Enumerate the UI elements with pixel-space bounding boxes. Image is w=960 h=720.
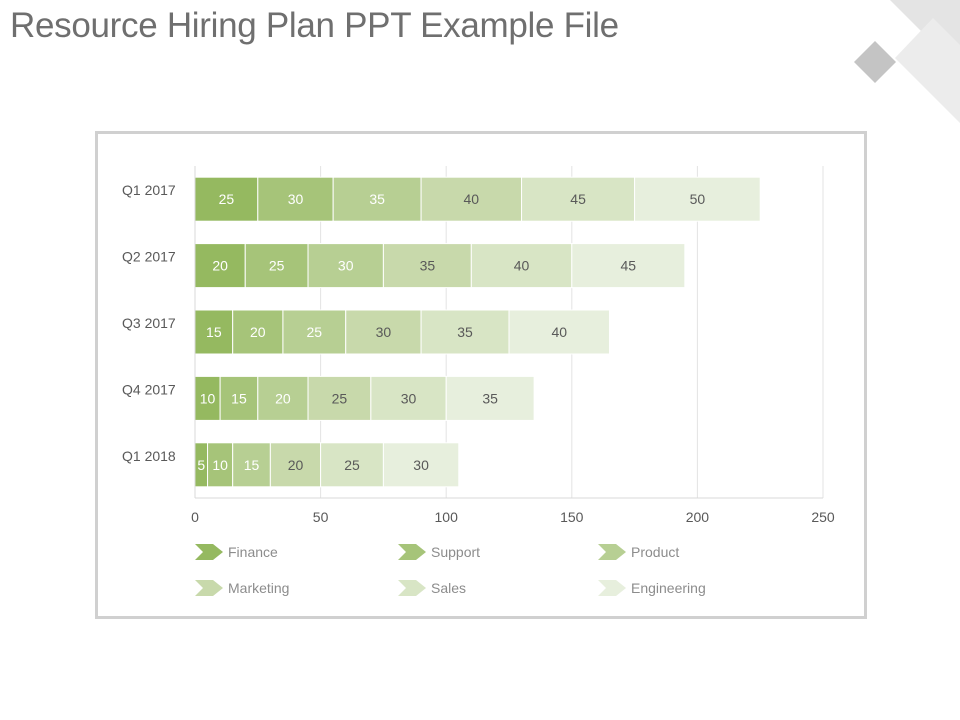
bar-value-label: 35 xyxy=(420,258,436,274)
bar-value-label: 30 xyxy=(288,191,304,207)
legend-arrow-icon xyxy=(398,580,426,596)
bar-value-label: 10 xyxy=(212,457,228,473)
bar-value-label: 30 xyxy=(413,457,429,473)
bar-segment xyxy=(571,243,686,289)
bar-segment xyxy=(232,309,284,355)
bar-value-label: 25 xyxy=(269,258,285,274)
bar-segment xyxy=(345,309,422,355)
bar-segment xyxy=(370,375,447,421)
bars: 25 30 35 40 45 50 20 25 30 35 40 45 15 20 25 30 35 40 10 15… xyxy=(194,176,761,488)
bar-value-label: 25 xyxy=(219,191,235,207)
legend: Finance Support Product Marketing Sales Engin… xyxy=(195,544,706,596)
bar-value-label: 45 xyxy=(570,191,586,207)
bar-segment xyxy=(382,243,472,289)
corner-large-diamond-shape xyxy=(895,18,960,123)
legend-arrow-icon xyxy=(398,544,426,560)
axes: 0 50 100 150 200 250 Q1 2017 Q2 2017 Q3 2017 Q4 2… xyxy=(122,166,835,525)
bar-value-label: 10 xyxy=(200,390,216,406)
legend-label: Engineering xyxy=(631,580,706,596)
category-label: Q3 2017 xyxy=(122,315,176,331)
bar-value-label: 35 xyxy=(457,324,473,340)
category-label: Q4 2017 xyxy=(122,381,176,397)
x-tick-label: 0 xyxy=(191,509,199,525)
corner-small-diamond-shape xyxy=(854,41,896,83)
bar-value-label: 35 xyxy=(369,191,385,207)
bar-segment xyxy=(445,375,535,421)
bar-value-label: 20 xyxy=(275,390,291,406)
bar-value-label: 5 xyxy=(197,457,205,473)
bar-value-label: 20 xyxy=(250,324,266,340)
legend-arrow-icon xyxy=(598,580,626,596)
bar-segment xyxy=(194,176,259,222)
x-tick-label: 250 xyxy=(811,509,835,525)
bar-segment xyxy=(282,309,347,355)
bar-segment xyxy=(232,442,271,488)
bar-segment xyxy=(244,243,309,289)
legend-arrow-icon xyxy=(195,544,223,560)
legend-label: Product xyxy=(631,544,679,560)
bar-value-label: 30 xyxy=(401,390,417,406)
bar-value-label: 35 xyxy=(482,390,498,406)
bar-value-label: 30 xyxy=(338,258,354,274)
category-label: Q1 2017 xyxy=(122,182,176,198)
x-tick-label: 200 xyxy=(686,509,710,525)
bar-value-label: 40 xyxy=(514,258,530,274)
x-tick-label: 100 xyxy=(435,509,459,525)
bar-value-label: 25 xyxy=(307,324,323,340)
bar-value-label: 20 xyxy=(288,457,304,473)
bar-segment xyxy=(257,375,309,421)
bar-value-label: 25 xyxy=(332,390,348,406)
bar-value-label: 25 xyxy=(344,457,360,473)
bar-value-label: 30 xyxy=(376,324,392,340)
bar-value-label: 50 xyxy=(690,191,706,207)
bar-value-label: 15 xyxy=(231,390,247,406)
bar-value-label: 15 xyxy=(206,324,222,340)
bar-segment xyxy=(320,442,384,488)
bar-segment xyxy=(307,375,372,421)
bar-value-label: 20 xyxy=(212,258,228,274)
chart-frame: 25 30 35 40 45 50 20 25 30 35 40 45 15 20 25 30 35 40 10 15… xyxy=(95,131,867,619)
category-label: Q2 2017 xyxy=(122,249,176,265)
bar-value-label: 45 xyxy=(621,258,637,274)
page-title: Resource Hiring Plan PPT Example File xyxy=(10,6,619,45)
bar-segment xyxy=(470,243,573,289)
bar-value-label: 40 xyxy=(551,324,567,340)
category-label: Q1 2018 xyxy=(122,448,176,464)
legend-arrow-icon xyxy=(195,580,223,596)
bar-value-label: 40 xyxy=(464,191,480,207)
bar-segment xyxy=(420,309,510,355)
bar-segment xyxy=(382,442,460,488)
bar-segment xyxy=(634,176,761,222)
bar-segment xyxy=(207,442,234,488)
bar-segment xyxy=(508,309,610,355)
bar-segment xyxy=(521,176,636,222)
legend-label: Finance xyxy=(228,544,278,560)
bar-value-label: 15 xyxy=(244,457,260,473)
bar-segment xyxy=(194,309,234,355)
legend-label: Marketing xyxy=(228,580,289,596)
legend-label: Support xyxy=(431,544,480,560)
x-tick-label: 150 xyxy=(560,509,584,525)
bar-segment xyxy=(194,243,246,289)
legend-label: Sales xyxy=(431,580,466,596)
legend-arrow-icon xyxy=(598,544,626,560)
x-tick-label: 50 xyxy=(313,509,329,525)
